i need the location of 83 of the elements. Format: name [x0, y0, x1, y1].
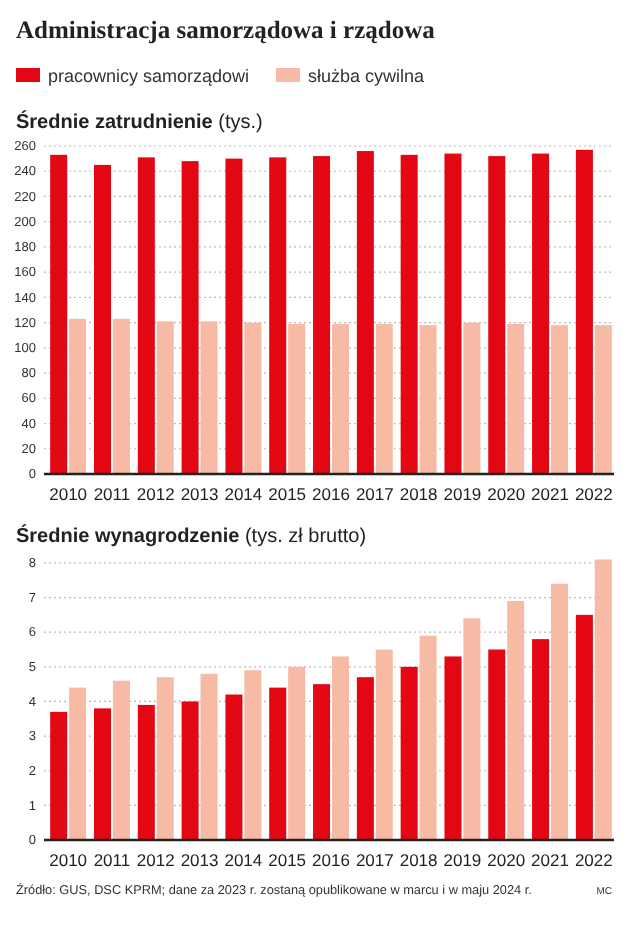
x-tick-label: 2010	[49, 850, 88, 870]
x-tick-label: 2017	[355, 850, 395, 870]
bar	[375, 323, 393, 474]
legend-label: służba cywilna	[308, 66, 425, 86]
bar	[181, 161, 199, 474]
bar	[288, 666, 306, 840]
bar	[444, 656, 462, 840]
bar	[375, 649, 393, 840]
bar	[94, 708, 112, 840]
bar	[507, 323, 525, 474]
bar	[594, 559, 612, 840]
bar	[225, 694, 243, 840]
bar	[356, 677, 374, 840]
bar	[550, 325, 568, 474]
x-tick-label: 2019	[443, 484, 482, 504]
bar	[331, 323, 349, 474]
bar	[463, 322, 481, 474]
x-tick-label: 2013	[180, 850, 220, 870]
x-tick-label: 2020	[487, 850, 526, 870]
bar	[269, 687, 287, 840]
chart-title: Administracja samorządowa i rządowa	[16, 16, 437, 44]
x-tick-label: 2015	[268, 850, 307, 870]
chart-subtitle: Średnie zatrudnienie (tys.)	[16, 110, 263, 134]
bar	[488, 649, 506, 840]
bar	[225, 158, 243, 474]
bar	[137, 157, 155, 474]
bar	[575, 614, 593, 840]
x-tick-label: 2012	[136, 484, 176, 504]
bar	[400, 666, 418, 840]
x-tick-label: 2015	[268, 484, 307, 504]
x-tick-label: 2021	[531, 850, 570, 870]
bar	[244, 670, 262, 840]
bar	[400, 154, 418, 474]
bar	[200, 321, 218, 474]
chart-subtitle: Średnie wynagrodzenie (tys. zł brutto)	[16, 524, 367, 548]
bar	[112, 680, 130, 840]
x-tick-label: 2018	[399, 484, 439, 504]
bar	[94, 164, 112, 474]
bar	[507, 601, 525, 840]
x-tick-label: 2022	[574, 850, 614, 870]
x-tick-label: 2012	[136, 850, 176, 870]
x-tick-label: 2019	[443, 850, 482, 870]
bar	[112, 318, 130, 474]
bar	[594, 325, 612, 474]
x-tick-label: 2020	[487, 484, 526, 504]
bar	[244, 322, 262, 474]
bar	[444, 153, 462, 474]
bar	[532, 639, 550, 840]
bar	[69, 687, 87, 840]
x-tick-label: 2016	[312, 850, 351, 870]
x-tick-label: 2014	[224, 850, 263, 870]
bar	[200, 673, 218, 840]
bar	[463, 618, 481, 840]
bar	[181, 701, 199, 840]
bar	[488, 156, 506, 474]
x-tick-label: 2014	[224, 484, 263, 504]
x-tick-label: 2022	[574, 484, 614, 504]
bar	[313, 684, 331, 840]
bar	[137, 704, 155, 840]
bar	[356, 151, 374, 474]
bar	[550, 583, 568, 840]
bar	[50, 711, 68, 840]
bar	[532, 153, 550, 474]
x-tick-label: 2010	[49, 484, 88, 504]
bar	[419, 635, 437, 840]
x-tick-label: 2018	[399, 850, 439, 870]
bar	[50, 154, 68, 474]
bar	[156, 677, 174, 840]
bar	[269, 157, 287, 474]
legend-label: pracownicy samorządowi	[48, 66, 250, 86]
bar	[575, 149, 593, 474]
x-tick-label: 2016	[312, 484, 351, 504]
bar	[313, 156, 331, 474]
bar	[419, 325, 437, 474]
bar	[288, 323, 306, 474]
x-tick-label: 2013	[180, 484, 220, 504]
bar	[156, 321, 174, 474]
x-tick-label: 2011	[93, 850, 131, 870]
bar	[331, 656, 349, 840]
x-tick-label: 2021	[531, 484, 570, 504]
bar	[69, 318, 87, 474]
x-tick-label: 2011	[93, 484, 131, 504]
x-tick-label: 2017	[355, 484, 395, 504]
